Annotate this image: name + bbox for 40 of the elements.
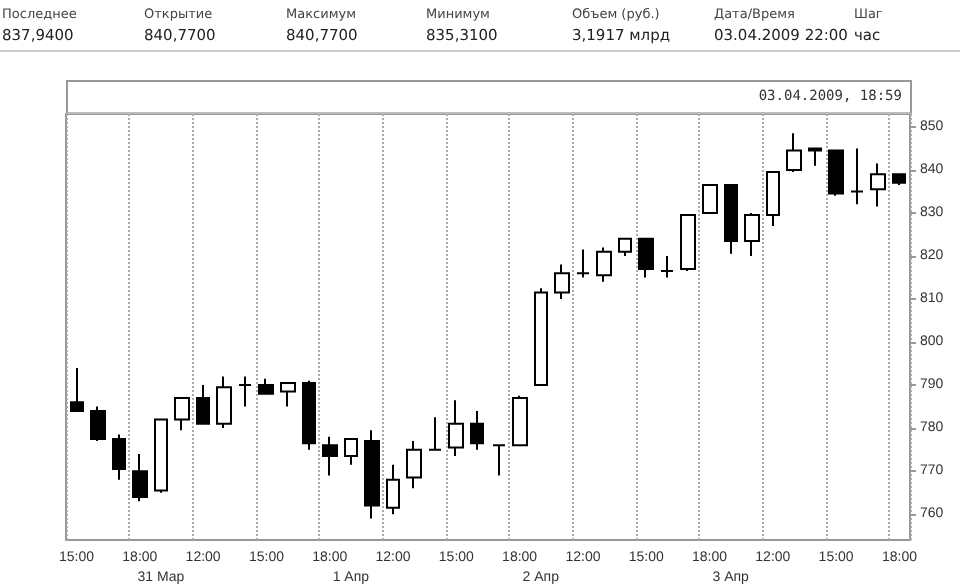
candlestick [132,452,148,503]
candlestick [216,375,232,430]
candlestick [112,433,126,481]
candlestick [892,173,906,186]
candlestick [364,429,380,520]
candlestick [280,381,296,408]
candlestick [386,463,400,516]
candlestick [322,435,338,477]
candlestick [512,394,528,447]
candlestick [470,409,484,451]
candlestick [70,366,84,412]
candlestick [196,384,210,425]
candlestick [90,405,106,443]
candlestick [406,440,422,490]
candlestick [766,171,780,227]
candlestick [174,397,190,432]
candlestick [534,287,548,387]
candlestick [448,399,464,458]
candlestick [808,147,822,167]
candlestick [850,147,864,206]
candlestick [702,184,718,214]
candlestick [618,237,632,257]
candlestick [596,246,612,283]
candlestick [828,149,844,197]
candlestick [576,248,590,279]
candlestick [638,237,654,279]
candlestick [238,375,252,408]
candlestick [724,184,738,255]
candlestick [344,437,358,466]
candlestick [154,418,168,494]
candlestick [744,211,760,257]
candlestick [258,377,274,395]
candlestick [660,255,674,279]
candlestick [302,379,316,451]
candlestick [492,444,506,477]
candlestick [554,263,570,301]
candlestick [870,162,886,208]
candlestick [428,416,442,451]
candlestick [680,214,696,273]
candlestick [786,132,802,174]
